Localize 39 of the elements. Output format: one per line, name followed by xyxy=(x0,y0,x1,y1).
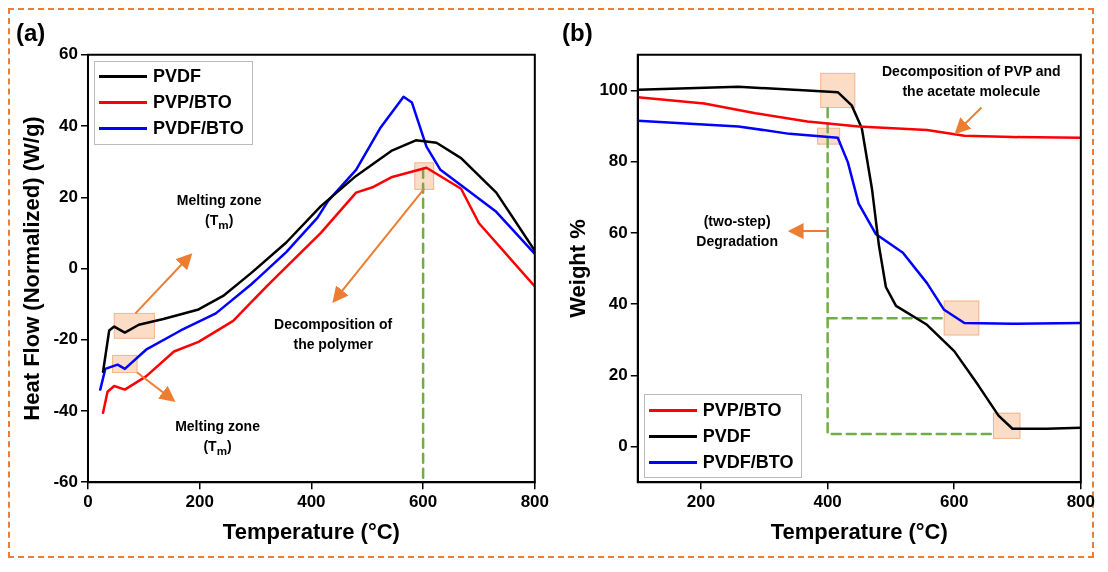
x-tick-label: 600 xyxy=(408,492,438,512)
y-tick-label: -40 xyxy=(53,400,78,420)
annotation: Melting zone (T$_{m}$) xyxy=(174,416,261,459)
legend-label: PVDF/BTO xyxy=(702,451,794,473)
y-tick-label: 60 xyxy=(608,222,628,242)
legend-label: PVP/BTO xyxy=(152,92,232,114)
y-tick-label: 0 xyxy=(68,258,78,278)
x-tick-label: 800 xyxy=(1066,492,1096,512)
y-tick-label: 80 xyxy=(608,151,628,171)
x-axis-title: Temperature (°C) xyxy=(222,518,400,544)
x-tick-label: 400 xyxy=(813,492,842,512)
legend-label: PVDF/BTO xyxy=(152,118,244,140)
annotation: (two-step) Degradation xyxy=(695,212,779,252)
annotation: Decomposition of PVP and the acetate molecule xyxy=(881,61,1062,101)
legend-label: PVDF xyxy=(702,425,751,447)
y-axis-title: Weight % xyxy=(565,219,591,318)
x-tick-label: 600 xyxy=(940,492,969,512)
y-tick-label: 20 xyxy=(59,186,78,206)
y-tick-label: 60 xyxy=(59,44,78,64)
y-axis-title: Heat Flow (Normalized) (W/g) xyxy=(19,116,45,421)
y-tick-label: 40 xyxy=(59,115,78,135)
annotation: Decomposition of the polymer xyxy=(273,315,394,355)
x-tick-label: 200 xyxy=(185,492,214,512)
x-tick-label: 800 xyxy=(520,492,550,512)
y-tick-label: 100 xyxy=(599,80,628,100)
y-tick-label: -20 xyxy=(53,329,78,349)
x-tick-label: 400 xyxy=(297,492,326,512)
x-axis-title: Temperature (°C) xyxy=(770,518,948,544)
chart-title: (a) xyxy=(16,19,46,47)
y-tick-label: -60 xyxy=(53,471,78,491)
x-tick-label: 200 xyxy=(686,492,716,512)
x-tick-label: 0 xyxy=(83,492,93,512)
legend-label: PVDF xyxy=(152,66,201,88)
y-tick-label: 0 xyxy=(618,436,628,456)
legend-label: PVP/BTO xyxy=(702,399,782,421)
chart-title: (b) xyxy=(562,19,593,47)
y-tick-label: 20 xyxy=(608,365,628,385)
annotation: Melting zone (T$_{m}$) xyxy=(175,190,263,233)
y-tick-label: 40 xyxy=(608,293,628,313)
